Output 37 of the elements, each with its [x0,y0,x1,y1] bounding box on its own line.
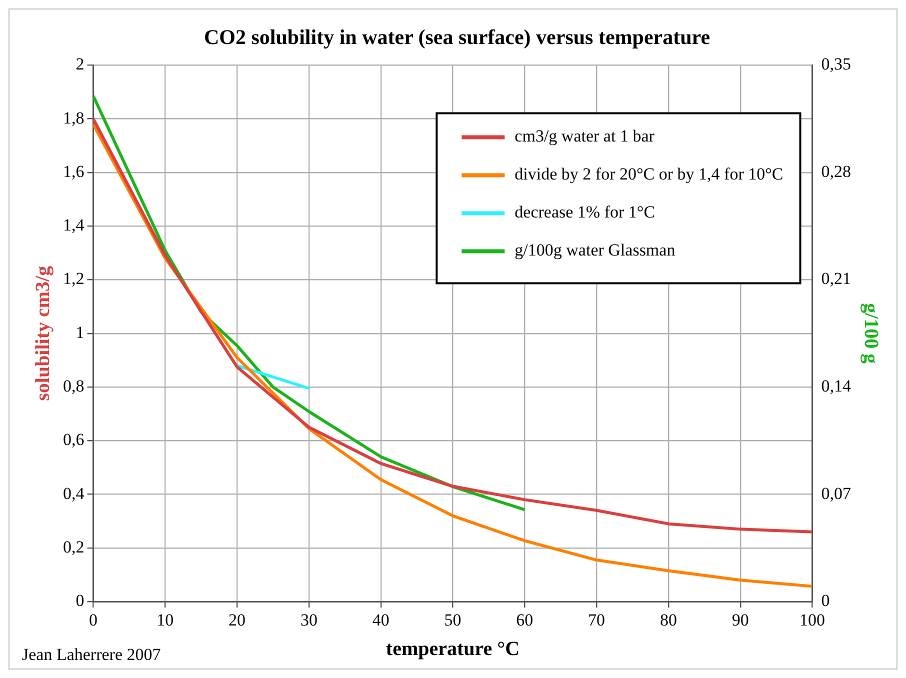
y-tick-label: 1,6 [63,162,84,181]
y-axis-title: solubility cm3/g [32,266,54,401]
x-tick-label: 50 [444,610,462,630]
y-tick-label: 0,2 [63,537,84,556]
legend-label: decrease 1% for 1°C [514,202,656,222]
y-tick-label: 0,8 [63,376,84,396]
y-tick-label: 2 [76,54,84,74]
y2-tick-label: 0,35 [821,54,851,74]
chart-title: CO2 solubility in water (sea surface) versus temperature [204,25,710,50]
x-axis-title: temperature °C [386,638,520,660]
x-tick-label: 0 [89,610,98,630]
y-tick-label: 0,6 [63,430,84,450]
y2-tick-label: 0,28 [821,162,851,181]
y-tick-label: 1,2 [63,269,84,288]
x-tick-label: 10 [156,610,174,630]
y2-tick-label: 0,14 [821,376,852,396]
x-tick-label: 90 [732,610,749,630]
text: Jean Laherrere 2007 [22,644,162,664]
y2-tick-label: 0,07 [821,484,852,503]
x-tick-label: 30 [300,610,318,630]
x-tick-label: 20 [228,610,246,630]
y2-axis-title: g/100 g [860,303,882,364]
x-tick-label: 80 [660,610,677,630]
y2-tick-label: 0,21 [821,269,851,288]
y-tick-label: 0 [76,591,84,610]
y-tick-label: 0,4 [63,484,85,503]
x-tick-label: 60 [516,610,534,630]
y2-tick-label: 0 [821,591,830,610]
y-tick-label: 1 [76,322,84,342]
x-tick-label: 70 [588,610,606,630]
y-tick-label: 1,8 [63,108,84,128]
legend-label: g/100g water Glassman [514,240,676,260]
x-tick-label: 100 [800,610,825,630]
legend-label: cm3/g water at 1 bar [514,126,655,146]
x-tick-label: 40 [372,610,390,630]
legend-label: divide by 2 for 20°C or by 1,4 for 10°C [514,164,784,184]
y-tick-label: 1,4 [63,216,85,235]
